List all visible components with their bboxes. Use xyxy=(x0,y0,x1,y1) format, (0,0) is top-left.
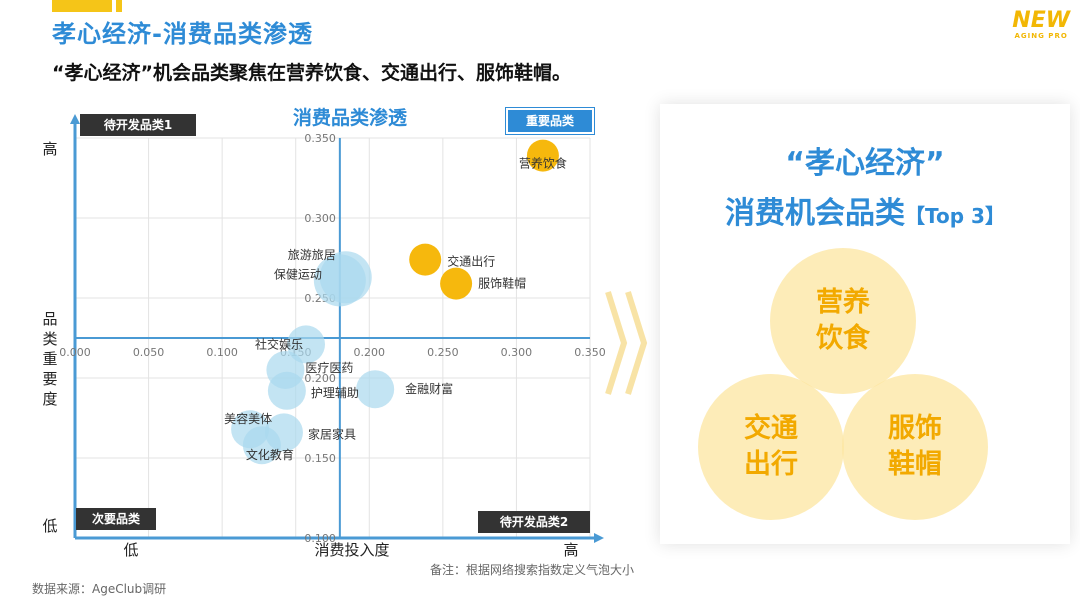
quadrant-label-bottom-left: 次要品类 xyxy=(76,508,156,530)
x-tick-label: 0.250 xyxy=(427,346,459,359)
chevron-right-icon xyxy=(605,291,648,395)
x-tick-label: 0.000 xyxy=(59,346,91,359)
point-label: 交通出行 xyxy=(447,254,495,269)
top3-circle: 服饰鞋帽 xyxy=(842,374,988,520)
y-axis-title-char: 度 xyxy=(42,390,57,408)
data-bubble xyxy=(356,370,395,409)
y-axis-title-char: 品 xyxy=(42,310,57,328)
bubble-chart: 0.000 0.050 0.100 0.150 0.200 0.250 0.300 0.350… xyxy=(42,106,606,559)
quadrant-label-top-right: 重要品类 xyxy=(505,107,595,135)
y-axis-title-char: 要 xyxy=(42,370,57,388)
point-label: 旅游旅居 xyxy=(288,248,336,262)
logo-line1: NEW xyxy=(1012,8,1070,33)
y-tick-label: 0.350 xyxy=(304,132,336,145)
data-bubble xyxy=(313,254,366,307)
data-bubble xyxy=(267,371,306,410)
chart-note: 备注：根据网络搜索指数定义气泡大小 xyxy=(430,563,635,577)
panel-title: “孝心经济” xyxy=(785,146,945,181)
panel-tag: 【Top 3】 xyxy=(905,204,1005,228)
x-low-label: 低 xyxy=(123,541,138,559)
point-label: 医疗医药 xyxy=(305,361,353,375)
top3-label: 交通出行 xyxy=(744,413,798,480)
data-source: 数据来源：AgeClub调研 xyxy=(32,582,167,596)
y-axis-arrow xyxy=(70,114,80,124)
data-bubble xyxy=(440,267,473,300)
top3-panel: “孝心经济” 消费机会品类【Top 3】 营养饮食 交通出行 服饰鞋帽 xyxy=(660,104,1070,544)
data-bubble xyxy=(242,426,281,465)
data-bubble xyxy=(526,139,559,172)
x-tick-label: 0.100 xyxy=(206,346,238,359)
page-subtitle: “孝心经济”机会品类聚焦在营养饮食、交通出行、服饰鞋帽。 xyxy=(52,62,571,84)
point-label: 社交娱乐 xyxy=(255,336,303,351)
y-tick-label: 0.300 xyxy=(304,212,336,225)
data-bubble xyxy=(409,243,442,276)
point-label: 护理辅助 xyxy=(311,386,359,400)
x-tick-label: 0.050 xyxy=(133,346,165,359)
y-axis-title-char: 重 xyxy=(42,350,57,368)
x-axis-arrow xyxy=(594,533,604,543)
data-bubble xyxy=(287,325,326,364)
point-label: 家居家具 xyxy=(308,426,356,441)
point-label: 营养饮食 xyxy=(519,156,567,171)
top3-label: 服饰鞋帽 xyxy=(888,413,942,480)
x-high-label: 高 xyxy=(563,541,578,559)
quadrant-label-top-left: 待开发品类1 xyxy=(80,114,196,136)
point-label: 金融财富 xyxy=(405,381,453,396)
top3-label: 营养饮食 xyxy=(816,287,870,354)
point-label: 服饰鞋帽 xyxy=(478,276,526,291)
y-tick-label: 0.200 xyxy=(304,372,336,385)
y-low-label: 低 xyxy=(42,517,57,535)
x-tick-label: 0.200 xyxy=(354,346,386,359)
x-tick-label: 0.350 xyxy=(574,346,606,359)
decor-bar xyxy=(116,0,122,12)
chart-title: 消费品类渗透 xyxy=(293,106,408,129)
page-title: 孝心经济-消费品类渗透 xyxy=(52,20,313,48)
point-label: 文化教育 xyxy=(246,447,294,462)
x-tick-label: 0.300 xyxy=(501,346,533,359)
top3-circle: 营养饮食 xyxy=(770,248,916,394)
logo-line2: AGING PRO xyxy=(1014,32,1068,40)
quadrant-label-bottom-right: 待开发品类2 xyxy=(478,511,590,533)
brand-logo: NEW AGING PRO xyxy=(1012,8,1070,41)
y-axis-title-char: 类 xyxy=(42,330,57,348)
y-tick-label: 0.100 xyxy=(304,532,336,545)
point-label: 美容美体 xyxy=(224,411,272,426)
panel-subtitle: 消费机会品类【Top 3】 xyxy=(660,188,1070,232)
panel-subtitle-text: 消费机会品类 xyxy=(725,196,906,231)
top3-circle: 交通出行 xyxy=(698,374,844,520)
y-tick-label: 0.150 xyxy=(304,452,336,465)
decor-bar xyxy=(52,0,112,12)
point-label: 保健运动 xyxy=(274,267,322,281)
y-high-label: 高 xyxy=(42,140,57,158)
x-axis-title: 消费投入度 xyxy=(314,541,389,559)
